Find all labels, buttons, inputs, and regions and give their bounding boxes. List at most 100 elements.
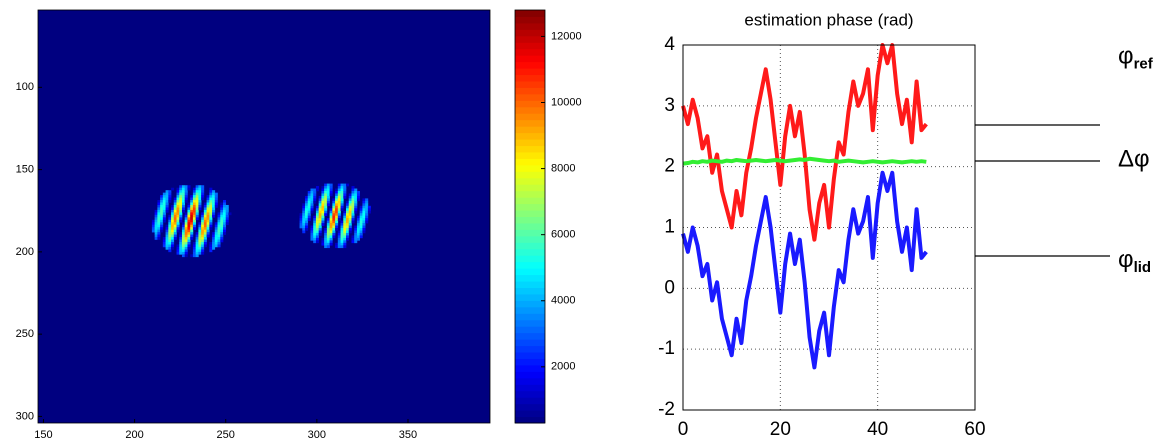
spot-cell — [195, 207, 199, 211]
spot-cell — [326, 186, 330, 189]
spot-cell — [310, 230, 314, 234]
spot-cell — [176, 192, 180, 196]
spot-cell — [168, 229, 172, 233]
spot-cell — [326, 218, 330, 221]
spot-cell — [198, 197, 202, 201]
spot-cell — [184, 187, 188, 191]
spot-cell — [192, 207, 196, 211]
spot-cell — [351, 208, 355, 212]
spot-cell — [184, 232, 188, 235]
spot-cell — [321, 186, 325, 189]
spot-cell — [203, 222, 207, 226]
spot-cell — [222, 202, 227, 206]
spot-cell — [315, 232, 319, 236]
spot-cell — [313, 193, 317, 197]
spot-cell — [222, 214, 227, 218]
spot-cell — [359, 232, 363, 236]
chart-title: estimation phase (rad) — [744, 10, 913, 29]
colorbar-cell — [515, 403, 545, 411]
spot-cell — [335, 245, 339, 249]
spot-cell — [346, 208, 350, 212]
spot-cell — [214, 197, 218, 201]
spot-cell — [220, 219, 224, 223]
spot-cell — [209, 217, 213, 221]
colorbar-cell — [515, 242, 545, 250]
spot-cell — [179, 202, 183, 206]
spot-cell — [198, 190, 202, 193]
spot-cell — [157, 214, 161, 218]
spot-cell — [332, 203, 336, 207]
spot-cell — [209, 192, 213, 196]
spot-cell — [318, 213, 322, 216]
spot-cell — [181, 195, 186, 198]
spot-cell — [181, 209, 186, 213]
spot-cell — [198, 200, 202, 203]
colorbar-cell — [515, 410, 545, 418]
spot-cell — [365, 203, 369, 207]
spot-cell — [192, 204, 196, 208]
spot-cell — [209, 187, 213, 191]
spot-cell — [329, 237, 333, 241]
spot-cell — [168, 197, 172, 201]
spot-cell — [154, 234, 158, 238]
colorbar-cell — [515, 55, 545, 63]
spot-cell — [168, 192, 172, 196]
spot-cell — [220, 204, 224, 208]
spot-cell — [209, 219, 213, 223]
spot-cell — [340, 198, 344, 202]
spot-cell — [365, 210, 369, 214]
spot-cell — [348, 213, 352, 216]
spot-cell — [335, 220, 339, 224]
spot-cell — [356, 223, 360, 226]
spot-cell — [157, 232, 161, 235]
spot-cell — [340, 193, 344, 197]
spot-cell — [171, 224, 175, 228]
y-tick-label: 2 — [664, 156, 675, 177]
spot-cell — [337, 198, 341, 202]
spot-cell — [348, 210, 352, 214]
spot-cell — [340, 237, 344, 241]
colorbar-cell — [515, 100, 545, 108]
spot-cell — [154, 227, 158, 230]
spot-cell — [201, 232, 205, 235]
spot-cell — [192, 244, 196, 248]
spot-cell — [348, 200, 352, 204]
colorbar-cell — [515, 313, 545, 321]
spot-cell — [343, 240, 347, 244]
spot-cell — [206, 229, 210, 233]
spot-cell — [354, 208, 358, 212]
spot-cell — [187, 219, 191, 223]
spot-cell — [209, 190, 213, 193]
spot-cell — [176, 204, 180, 208]
spot-cell — [359, 235, 363, 239]
spot-cell — [217, 244, 221, 248]
spot-cell — [362, 205, 366, 209]
spot-cell — [171, 244, 175, 248]
colorbar-cell — [515, 377, 545, 385]
spot-cell — [222, 200, 227, 203]
spot-cell — [160, 229, 164, 233]
spot-cell — [184, 234, 188, 238]
spot-cell — [305, 195, 309, 199]
spot-cell — [337, 203, 341, 207]
spot-cell — [187, 246, 191, 250]
spot-cell — [212, 200, 216, 203]
spot-cell — [214, 222, 218, 226]
spot-cell — [190, 229, 194, 233]
spot-cell — [168, 217, 172, 221]
spot-cell — [318, 203, 322, 207]
spot-cell — [201, 192, 205, 196]
colorbar-frame — [514, 9, 546, 424]
spot-cell — [332, 215, 336, 219]
spot-cell — [190, 217, 194, 221]
colorbar-cell — [515, 358, 545, 366]
spot-cell — [187, 222, 191, 226]
colorbar-cell — [515, 113, 545, 121]
spot-cell — [209, 227, 213, 230]
spot-cell — [329, 223, 333, 226]
spot-cell — [184, 219, 188, 223]
spot-cell — [299, 213, 303, 216]
colorbar-cell — [515, 171, 545, 179]
spot-cell — [302, 215, 306, 219]
spot-cell — [179, 190, 183, 193]
